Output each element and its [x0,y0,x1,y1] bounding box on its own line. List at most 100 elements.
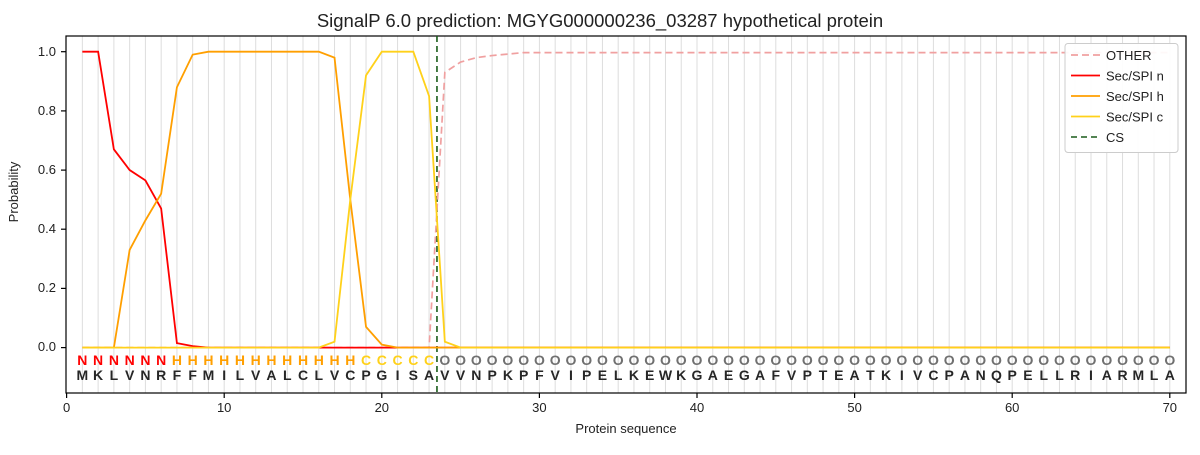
svg-text:1.0: 1.0 [38,44,56,59]
svg-text:N: N [156,352,166,368]
svg-text:E: E [834,367,843,383]
svg-text:O: O [959,352,970,368]
svg-text:A: A [1165,367,1175,383]
svg-text:O: O [676,352,687,368]
svg-text:V: V [125,367,135,383]
svg-text:A: A [1102,367,1112,383]
svg-text:I: I [900,367,904,383]
svg-text:N: N [93,352,103,368]
svg-text:Sec/SPI n: Sec/SPI n [1106,69,1164,84]
svg-text:N: N [471,367,481,383]
svg-text:A: A [960,367,970,383]
svg-text:O: O [629,352,640,368]
svg-text:A: A [266,367,276,383]
svg-text:N: N [140,352,150,368]
svg-text:E: E [724,367,733,383]
svg-text:O: O [928,352,939,368]
svg-text:O: O [818,352,829,368]
svg-text:R: R [1070,367,1080,383]
svg-text:S: S [409,367,418,383]
svg-text:10: 10 [217,400,231,415]
svg-text:0: 0 [63,400,70,415]
svg-text:O: O [991,352,1002,368]
svg-text:V: V [787,367,797,383]
svg-text:N: N [109,352,119,368]
svg-text:L: L [1055,367,1064,383]
svg-text:0.2: 0.2 [38,280,56,295]
svg-text:P: P [519,367,528,383]
svg-text:P: P [582,367,591,383]
svg-text:C: C [408,352,418,368]
svg-text:K: K [629,367,639,383]
svg-text:K: K [881,367,891,383]
svg-text:O: O [471,352,482,368]
svg-text:70: 70 [1163,400,1177,415]
svg-text:I: I [1089,367,1093,383]
svg-text:O: O [660,352,671,368]
svg-text:O: O [1149,352,1160,368]
svg-text:L: L [110,367,119,383]
svg-text:Q: Q [991,367,1002,383]
svg-text:H: H [298,352,308,368]
svg-text:O: O [865,352,876,368]
svg-text:O: O [565,352,576,368]
svg-text:F: F [188,367,197,383]
svg-text:L: L [1039,367,1048,383]
svg-text:T: T [866,367,875,383]
svg-text:G: G [376,367,387,383]
svg-text:H: H [345,352,355,368]
svg-text:C: C [424,352,434,368]
svg-text:T: T [819,367,828,383]
svg-text:O: O [1117,352,1128,368]
svg-text:I: I [569,367,573,383]
svg-text:F: F [535,367,544,383]
svg-text:O: O [944,352,955,368]
svg-text:L: L [614,367,623,383]
svg-text:O: O [439,352,450,368]
svg-text:Protein sequence: Protein sequence [575,421,676,436]
svg-text:O: O [597,352,608,368]
svg-text:E: E [1023,367,1032,383]
svg-text:O: O [550,352,561,368]
svg-text:K: K [676,367,686,383]
svg-text:A: A [850,367,860,383]
svg-text:H: H [188,352,198,368]
svg-text:L: L [236,367,245,383]
svg-text:G: G [692,367,703,383]
svg-text:O: O [455,352,466,368]
svg-text:A: A [755,367,765,383]
svg-text:C: C [377,352,387,368]
svg-text:0.6: 0.6 [38,162,56,177]
svg-text:N: N [125,352,135,368]
svg-text:O: O [534,352,545,368]
svg-text:O: O [755,352,766,368]
svg-text:V: V [456,367,466,383]
svg-text:H: H [172,352,182,368]
svg-text:H: H [219,352,229,368]
svg-text:Sec/SPI h: Sec/SPI h [1106,89,1164,104]
svg-text:A: A [424,367,434,383]
svg-text:N: N [77,352,87,368]
svg-text:F: F [772,367,781,383]
svg-text:O: O [896,352,907,368]
svg-text:R: R [1117,367,1127,383]
svg-text:V: V [913,367,923,383]
svg-text:O: O [1133,352,1144,368]
svg-text:P: P [803,367,812,383]
svg-text:O: O [581,352,592,368]
svg-text:O: O [1054,352,1065,368]
svg-text:L: L [314,367,323,383]
svg-text:O: O [1164,352,1175,368]
svg-text:E: E [645,367,654,383]
svg-text:O: O [1070,352,1081,368]
svg-text:O: O [502,352,513,368]
svg-text:P: P [1008,367,1017,383]
svg-text:O: O [1101,352,1112,368]
svg-text:O: O [707,352,718,368]
svg-text:C: C [345,367,355,383]
svg-text:60: 60 [1005,400,1019,415]
svg-text:E: E [598,367,607,383]
svg-text:0.0: 0.0 [38,339,56,354]
svg-text:H: H [329,352,339,368]
svg-text:O: O [786,352,797,368]
